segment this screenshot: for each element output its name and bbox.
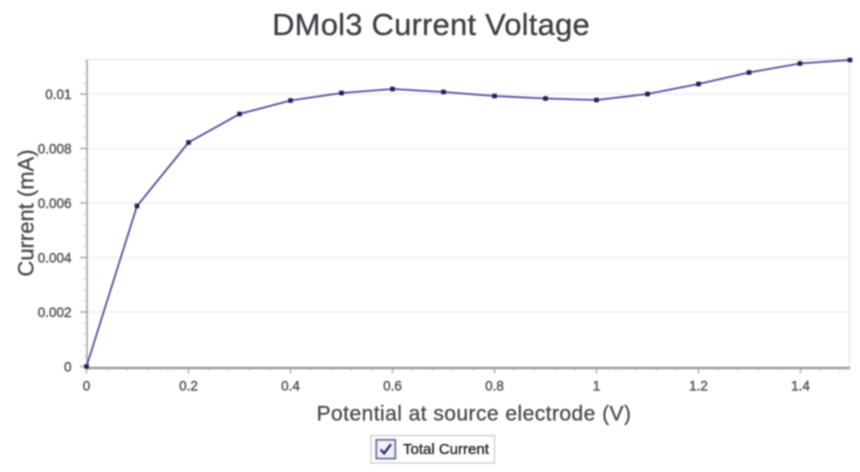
svg-text:0.2: 0.2: [179, 379, 198, 394]
svg-text:0.8: 0.8: [485, 379, 504, 394]
svg-text:0.004: 0.004: [38, 250, 72, 265]
svg-text:0.01: 0.01: [45, 87, 71, 102]
svg-text:0: 0: [83, 379, 91, 394]
svg-text:Potential at source electrode: Potential at source electrode (V): [317, 402, 632, 425]
svg-text:1: 1: [593, 379, 601, 394]
svg-text:1.4: 1.4: [791, 379, 810, 394]
svg-text:0.002: 0.002: [38, 305, 72, 320]
svg-text:1.2: 1.2: [689, 379, 708, 394]
svg-text:Total Current: Total Current: [403, 441, 490, 458]
svg-text:0.6: 0.6: [383, 379, 402, 394]
svg-text:0.006: 0.006: [38, 196, 72, 211]
svg-text:0.008: 0.008: [38, 141, 72, 156]
svg-text:DMol3 Current Voltage: DMol3 Current Voltage: [272, 7, 590, 42]
svg-text:0.4: 0.4: [281, 379, 300, 394]
svg-text:0: 0: [64, 359, 72, 374]
svg-text:Current (mA): Current (mA): [14, 149, 39, 276]
